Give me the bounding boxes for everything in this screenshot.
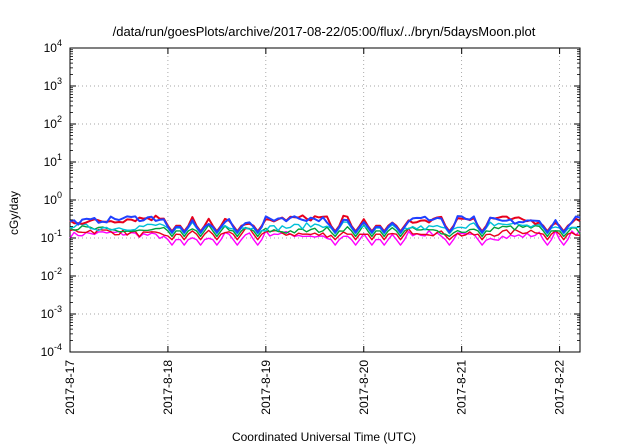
series-line-1 — [69, 229, 581, 246]
y-tick-label: 100 — [44, 190, 62, 207]
series-line-6 — [69, 215, 581, 234]
y-tick-label: 104 — [44, 38, 62, 55]
x-tick-label: 2017-8-18 — [161, 360, 175, 415]
x-tick-label: 2017-8-20 — [357, 360, 371, 415]
y-tick-label: 10-4 — [41, 342, 62, 359]
y-tick-label: 103 — [44, 76, 62, 93]
y-tick-label: 10-3 — [41, 304, 62, 321]
series-line-3 — [69, 224, 581, 238]
grid-lines — [70, 48, 580, 352]
x-tick-label: 2017-8-21 — [455, 360, 469, 415]
x-tick-label: 2017-8-17 — [63, 360, 77, 415]
y-tick-label: 102 — [44, 114, 62, 131]
y-tick-label: 10-2 — [41, 266, 62, 283]
x-tick-label: 2017-8-22 — [553, 360, 567, 415]
y-axis: 10-4 10-3 10-2 10-1 100 101 102 103 104 — [41, 38, 580, 359]
series-layer — [69, 214, 581, 246]
y-axis-label: cGy/day — [7, 191, 21, 235]
x-tick-label: 2017-8-19 — [259, 360, 273, 415]
y-tick-label: 101 — [44, 152, 62, 169]
x-axis-label: Coordinated Universal Time (UTC) — [232, 430, 416, 444]
series-line-4 — [69, 221, 581, 235]
chart-title: /data/run/goesPlots/archive/2017-08-22/0… — [113, 24, 536, 39]
series-line-2 — [69, 227, 581, 241]
y-tick-label: 10-1 — [41, 228, 62, 245]
x-axis: 2017-8-17 2017-8-18 2017-8-19 2017-8-20 2017… — [63, 48, 567, 415]
